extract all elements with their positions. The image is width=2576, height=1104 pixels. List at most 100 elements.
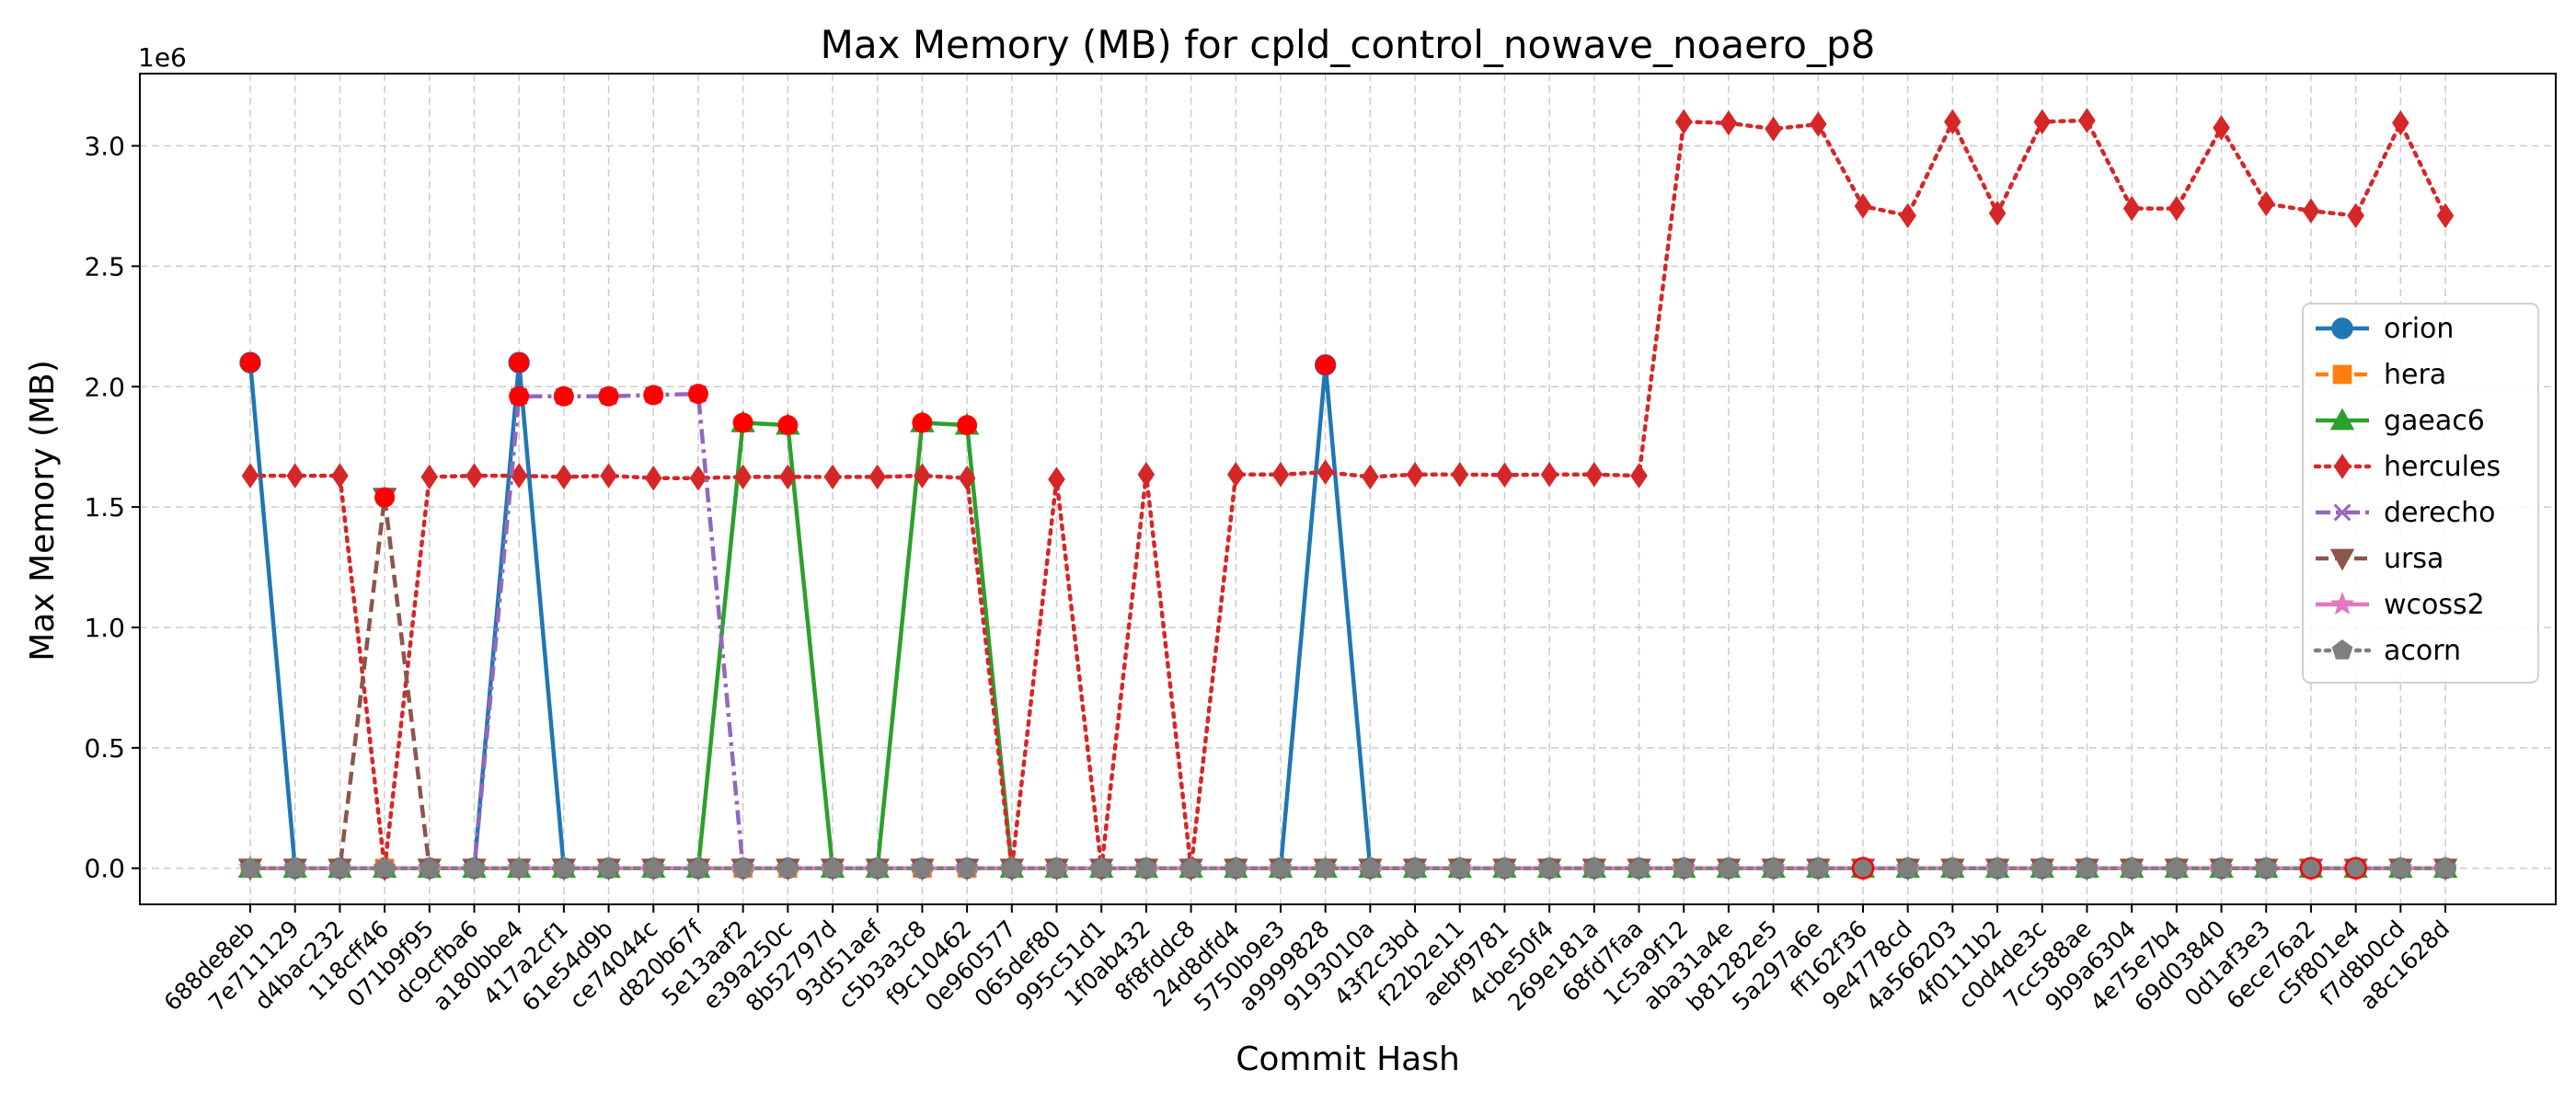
highlighted-point [643,385,664,406]
legend: orion hera gaeac6 hercules derecho ursa wcoss2… [2302,303,2539,684]
highlighted-point [374,487,396,508]
highlighted-point [553,385,574,407]
data-point-acorn [1315,857,1336,878]
hollow-highlighted-point [1851,857,1875,880]
data-point-acorn [508,857,530,878]
highlighted-point [509,352,530,374]
legend-marker-ursa [2329,548,2355,571]
legend-label: derecho [2384,497,2496,529]
legend-marker-hercules [2333,454,2352,479]
data-point-acorn [464,857,485,878]
data-point-acorn [1180,857,1202,878]
legend-label: hercules [2384,451,2501,483]
data-point-acorn [2434,857,2456,878]
data-point-hercules [2257,190,2275,217]
highlighted-point [687,384,708,405]
data-point-hercules [734,464,752,490]
legend-marker-gaeac6 [2329,408,2355,431]
data-point-acorn [1986,857,2008,878]
legend-label: ursa [2384,543,2444,575]
data-point-hercules [555,464,573,490]
data-point-acorn [1538,857,1560,878]
data-point-acorn [553,857,575,878]
legend-entry-gaeac6: gaeac6 [2316,405,2485,437]
plot-frame [139,73,2557,905]
y-axis-ticks: 0.0 0.5 1.0 1.5 2.0 2.5 3.0 [84,132,140,884]
data-point-hercules [958,465,976,491]
data-point-acorn [2121,857,2143,878]
data-point-hercules [1585,462,1604,488]
data-point-hercules [1496,462,1513,489]
chart-title: Max Memory (MB) for cpld_control_nowave_… [821,22,1876,67]
data-point-acorn [1628,857,1650,878]
data-point-acorn [1583,857,1605,878]
data-point-hercules [1854,193,1872,219]
data-point-hercules [2122,195,2141,222]
data-point-acorn [1046,857,1067,878]
legend-entry-acorn: acorn [2313,635,2461,667]
legend-box [2302,303,2539,684]
data-point-hercules [2302,198,2320,224]
legend-entry-hercules: hercules [2313,451,2501,483]
y-tick-label: 1.5 [84,492,125,523]
data-point-hercules [779,464,797,490]
legend-label: wcoss2 [2384,589,2485,621]
data-point-hercules [2436,202,2455,229]
hollow-highlighted-point [2299,857,2323,880]
data-point-hercules [1765,116,1782,142]
data-point-hercules [1362,464,1379,490]
data-point-hercules [2078,108,2096,133]
data-point-hercules [2392,109,2409,136]
highlighted-point [957,415,978,436]
data-point-hercules [420,464,439,490]
data-point-hercules [1406,462,1424,488]
data-point-acorn [1763,857,1784,878]
data-point-hercules [2033,109,2052,135]
legend-label: acorn [2384,635,2461,667]
data-point-acorn [374,857,396,878]
data-point-hercules [1630,463,1648,489]
legend-entry-orion: orion [2316,313,2454,345]
data-point-acorn [2166,857,2188,878]
data-point-hercules [1317,459,1334,485]
data-point-acorn [1897,857,1919,878]
series-layer [237,108,2458,881]
x-axis-title: Commit Hash [1236,1041,1460,1078]
data-point-hercules [286,463,304,489]
data-point-acorn [1001,857,1023,878]
data-point-hercules [2347,202,2364,229]
data-point-acorn [1807,857,1829,878]
data-point-acorn [687,857,709,878]
y-scale-label: 1e6 [138,42,187,73]
highlighted-point [912,412,933,433]
data-point-hercules [1226,462,1245,488]
data-point-hercules [689,465,707,491]
data-point-acorn [2031,857,2053,878]
legend-label: hera [2384,359,2446,391]
legend-label: orion [2384,313,2454,345]
data-point-hercules [1944,109,1961,135]
data-point-acorn [329,857,351,878]
data-point-acorn [776,857,799,878]
data-point-hercules [1988,201,2007,226]
data-point-hercules [1271,462,1290,488]
data-point-acorn [822,857,844,878]
data-point-hercules [868,464,887,490]
data-point-acorn [1942,857,1963,878]
y-tick-label: 2.5 [84,251,125,282]
data-point-acorn [1404,857,1426,878]
highlight-layer [240,352,2367,880]
legend-marker-wcoss2 [2329,592,2355,615]
legend-entry-derecho: derecho [2316,497,2496,529]
data-point-acorn [642,857,664,878]
data-point-acorn [2255,857,2277,878]
data-point-acorn [1225,857,1247,878]
data-point-acorn [867,857,889,878]
legend-entry-wcoss2: wcoss2 [2316,589,2485,621]
data-point-hercules [1451,462,1469,488]
y-tick-label: 0.0 [84,854,125,884]
y-tick-label: 0.5 [84,733,125,764]
hollow-highlighted-point [2344,857,2367,880]
data-point-hercules [644,465,662,491]
data-point-hercules [1674,109,1693,135]
